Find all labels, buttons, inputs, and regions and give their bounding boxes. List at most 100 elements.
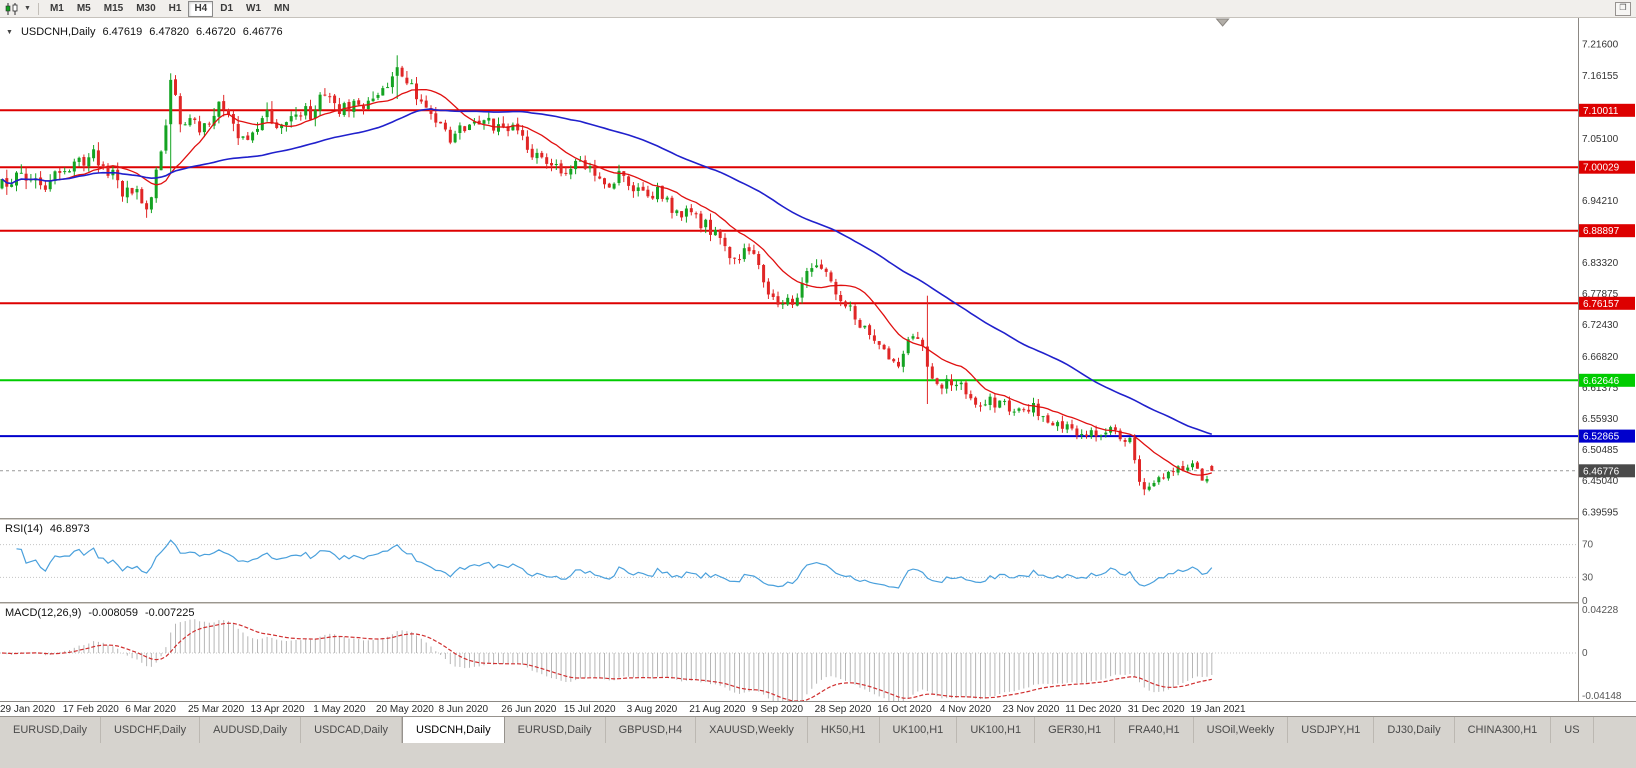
rsi-line: [16, 539, 1213, 589]
timeframe-button-m30[interactable]: M30: [136, 2, 156, 14]
chart-tab-fra40-h1[interactable]: FRA40,H1: [1115, 717, 1194, 743]
price-axis-badge: 7.10011: [1579, 103, 1635, 117]
chart-tab-audusd-daily[interactable]: AUDUSD,Daily: [200, 717, 302, 743]
svg-text:6.46776: 6.46776: [1583, 466, 1620, 477]
svg-text:7.10011: 7.10011: [1583, 106, 1619, 117]
chart-tab-xauusd-weekly[interactable]: XAUUSD,Weekly: [696, 717, 808, 743]
svg-text:6.50485: 6.50485: [1582, 445, 1619, 456]
svg-text:6.61375: 6.61375: [1582, 383, 1619, 394]
price-chart[interactable]: 7.21600 7.16155 7.05100 6.94210 6.83320 6.778…: [0, 18, 1636, 716]
svg-text:7.00029: 7.00029: [1583, 163, 1620, 174]
rsi-pane-label: RSI(14) 46.8973: [5, 523, 90, 535]
svg-text:0.04228: 0.04228: [1582, 605, 1619, 616]
timeframe-button-h4[interactable]: H4: [188, 0, 214, 17]
chart-tab-dj30-daily[interactable]: DJ30,Daily: [1374, 717, 1455, 743]
svg-text:-0.04148: -0.04148: [1582, 691, 1622, 702]
timeframe-toolbar: ▼ M1 M5 M15 M30 H1 H4 D1 W1 MN ❐: [0, 0, 1636, 18]
chart-tab-china300-h1[interactable]: CHINA300,H1: [1455, 717, 1552, 743]
timeframe-button-m5[interactable]: M5: [76, 2, 91, 14]
chart-tab-usoil-weekly[interactable]: USOil,Weekly: [1194, 717, 1289, 743]
toolbar-separator: [37, 2, 39, 15]
chart-tab-eurusd-daily[interactable]: EURUSD,Daily: [505, 717, 606, 743]
svg-text:16 Oct 2020: 16 Oct 2020: [877, 704, 932, 715]
svg-text:70: 70: [1582, 540, 1594, 551]
chart-area[interactable]: 7.21600 7.16155 7.05100 6.94210 6.83320 6.778…: [0, 18, 1636, 716]
chart-type-icon[interactable]: [3, 2, 21, 15]
svg-text:6.45040: 6.45040: [1582, 476, 1619, 487]
svg-text:6.88897: 6.88897: [1583, 226, 1620, 237]
footer-strip: [0, 743, 1636, 768]
svg-text:21 Aug 2020: 21 Aug 2020: [689, 704, 746, 715]
time-axis[interactable]: 29 Jan 2020 17 Feb 2020 6 Mar 2020 25 Mar 2…: [0, 701, 1636, 716]
ohlc-low: 6.46720: [196, 26, 236, 38]
price-axis-badge: 6.52865: [1579, 429, 1635, 443]
svg-text:6.52865: 6.52865: [1583, 432, 1620, 443]
chart-shift-marker[interactable]: [1215, 18, 1230, 27]
timeframe-button-d1[interactable]: D1: [220, 2, 234, 14]
ohlc-close: 6.46776: [242, 26, 283, 38]
chart-tab-usdcnh-daily[interactable]: USDCNH,Daily: [402, 717, 505, 743]
chart-title: ▼ USDCNH,Daily 6.47619 6.47820 6.46720 6…: [6, 26, 283, 38]
symbol-period-label: USDCNH,Daily: [20, 26, 96, 38]
svg-text:6.76157: 6.76157: [1583, 299, 1620, 310]
svg-text:3 Aug 2020: 3 Aug 2020: [627, 704, 678, 715]
one-click-trading-toggle[interactable]: ▼: [6, 28, 13, 36]
rsi-pane: [0, 539, 1578, 589]
svg-text:20 May 2020: 20 May 2020: [376, 704, 434, 715]
chart-tab-usdcad-daily[interactable]: USDCAD,Daily: [301, 717, 403, 743]
macd-indicator-value-signal: -0.007225: [144, 607, 195, 619]
svg-text:7.05100: 7.05100: [1582, 134, 1619, 145]
svg-text:6.94210: 6.94210: [1582, 196, 1619, 207]
price-axis[interactable]: 7.21600 7.16155 7.05100 6.94210 6.83320 6.778…: [1578, 18, 1636, 702]
svg-text:6 Mar 2020: 6 Mar 2020: [125, 704, 176, 715]
timeframe-button-mn[interactable]: MN: [274, 2, 290, 14]
chart-tab-us[interactable]: US: [1551, 717, 1594, 743]
slow-ma-line: [1, 108, 1213, 436]
svg-text:6.39595: 6.39595: [1582, 507, 1619, 518]
macd-pane-label: MACD(12,26,9) -0.008059 -0.007225: [5, 607, 195, 619]
timeframe-button-m1[interactable]: M1: [49, 2, 64, 14]
svg-text:6.83320: 6.83320: [1582, 258, 1619, 269]
svg-text:6.55930: 6.55930: [1582, 414, 1619, 425]
svg-text:17 Feb 2020: 17 Feb 2020: [63, 704, 120, 715]
svg-text:15 Jul 2020: 15 Jul 2020: [564, 704, 616, 715]
svg-text:6.72430: 6.72430: [1582, 320, 1619, 331]
chart-tab-hk50-h1[interactable]: HK50,H1: [808, 717, 880, 743]
timeframe-button-w1[interactable]: W1: [246, 2, 262, 14]
macd-pane: [0, 619, 1578, 702]
svg-text:13 Apr 2020: 13 Apr 2020: [251, 704, 305, 715]
chart-tab-uk100-h1[interactable]: UK100,H1: [880, 717, 958, 743]
svg-text:9 Sep 2020: 9 Sep 2020: [752, 704, 804, 715]
svg-text:0: 0: [1582, 596, 1588, 607]
svg-text:6.62646: 6.62646: [1583, 376, 1620, 387]
chart-tab-uk100-h1[interactable]: UK100,H1: [957, 717, 1036, 743]
macd-indicator-value-main: -0.008059: [88, 607, 138, 619]
timeframe-button-h1[interactable]: H1: [168, 2, 182, 14]
macd-indicator-name: MACD(12,26,9): [5, 607, 82, 619]
svg-text:1 May 2020: 1 May 2020: [313, 704, 366, 715]
chart-tab-eurusd-daily[interactable]: EURUSD,Daily: [0, 717, 101, 743]
svg-text:25 Mar 2020: 25 Mar 2020: [188, 704, 245, 715]
window-restore-button[interactable]: ❐: [1615, 1, 1631, 16]
price-axis-badge: 6.88897: [1579, 224, 1635, 238]
svg-text:29 Jan 2020: 29 Jan 2020: [0, 704, 55, 715]
price-axis-badge: 6.46776: [1579, 464, 1635, 478]
fast-ma-line: [1, 88, 1212, 476]
price-axis-badge: 6.62646: [1579, 373, 1635, 387]
macd-signal-line: [1, 622, 1212, 702]
chart-tab-ger30-h1[interactable]: GER30,H1: [1035, 717, 1116, 743]
price-axis-badge: 6.76157: [1579, 296, 1635, 310]
chart-type-dropdown-caret[interactable]: ▼: [24, 5, 31, 12]
chart-tab-usdchf-daily[interactable]: USDCHF,Daily: [101, 717, 201, 743]
chart-tab-bar: EURUSD,Daily USDCHF,Daily AUDUSD,Daily USDC…: [0, 716, 1636, 743]
svg-text:6.77875: 6.77875: [1582, 289, 1619, 300]
timeframe-button-m15[interactable]: M15: [103, 2, 124, 14]
svg-text:19 Jan 2021: 19 Jan 2021: [1191, 704, 1246, 715]
svg-text:31 Dec 2020: 31 Dec 2020: [1128, 704, 1185, 715]
svg-text:8 Jun 2020: 8 Jun 2020: [439, 704, 489, 715]
svg-text:26 Jun 2020: 26 Jun 2020: [501, 704, 556, 715]
chart-tab-usdjpy-h1[interactable]: USDJPY,H1: [1288, 717, 1375, 743]
rsi-indicator-name: RSI(14): [5, 523, 43, 535]
svg-text:7.16155: 7.16155: [1582, 71, 1619, 82]
chart-tab-gbpusd-h4[interactable]: GBPUSD,H4: [606, 717, 697, 743]
